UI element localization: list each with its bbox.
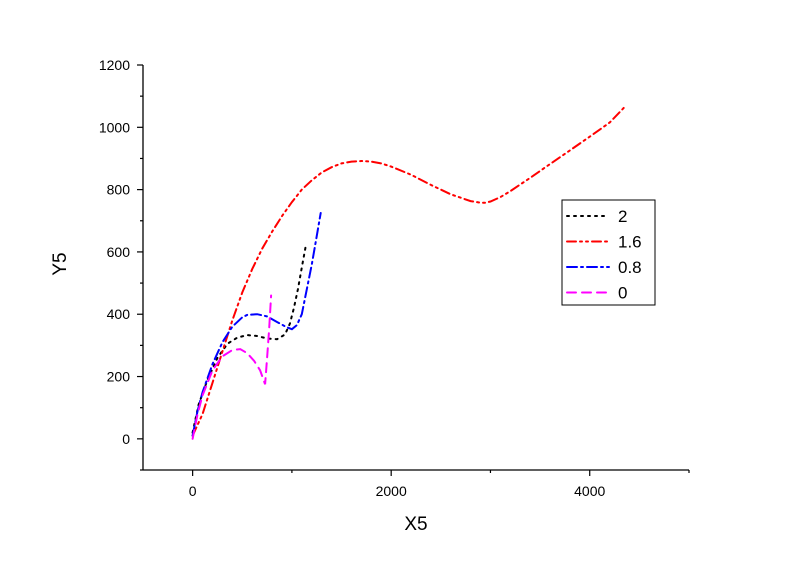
y-tick-label: 600 — [107, 244, 131, 260]
y-tick-label: 1200 — [99, 57, 130, 73]
x-axis-title: X5 — [404, 514, 427, 535]
x-axis-ticks: 0 2000 4000 — [189, 470, 690, 499]
legend-label: 1.6 — [618, 233, 642, 252]
y-tick-label: 0 — [122, 431, 130, 447]
y-tick-label: 800 — [107, 182, 131, 198]
series-line-0-8 — [191, 212, 322, 437]
y-tick-label: 400 — [107, 306, 131, 322]
x-tick-label: 2000 — [376, 483, 407, 499]
series-line-1-6 — [191, 106, 626, 437]
y-axis-ticks: 0 200 400 600 800 1000 1200 — [99, 57, 143, 471]
plot-area: 0 2000 4000 0 200 400 600 800 1000 1200 — [99, 57, 690, 499]
y-axis-title: Y5 — [50, 252, 71, 275]
series-layer — [191, 106, 626, 440]
x-tick-label: 0 — [189, 483, 197, 499]
series-line-0 — [191, 294, 273, 440]
legend: 2 1.6 0.8 0 — [561, 199, 656, 306]
y-tick-label: 200 — [107, 369, 131, 385]
x-tick-label: 4000 — [574, 483, 605, 499]
legend-box — [561, 199, 656, 306]
legend-label: 0.8 — [618, 258, 642, 277]
series-line-2 — [191, 244, 307, 434]
legend-label: 2 — [618, 207, 627, 226]
y-tick-label: 1000 — [99, 119, 130, 135]
legend-label: 0 — [618, 284, 627, 303]
